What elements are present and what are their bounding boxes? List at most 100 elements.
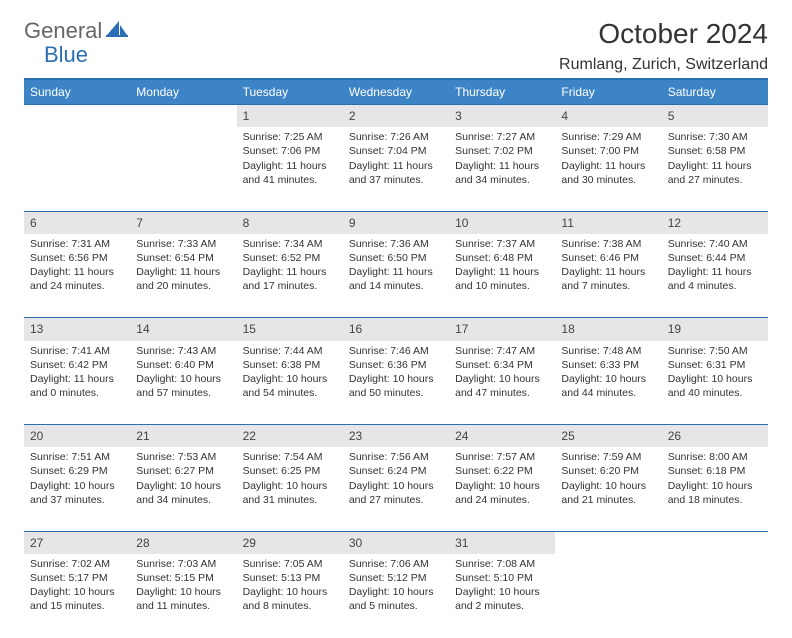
day-content-cell: Sunrise: 7:05 AMSunset: 5:13 PMDaylight:… — [237, 554, 343, 638]
day-content-cell: Sunrise: 7:53 AMSunset: 6:27 PMDaylight:… — [130, 447, 236, 531]
daylight-text: Daylight: 10 hours and 18 minutes. — [668, 479, 762, 507]
day-number-cell: 13 — [24, 318, 130, 341]
weekday-header: Thursday — [449, 80, 555, 105]
day-content-cell — [555, 554, 661, 638]
day-content-cell: Sunrise: 7:41 AMSunset: 6:42 PMDaylight:… — [24, 341, 130, 425]
day-content-cell: Sunrise: 7:50 AMSunset: 6:31 PMDaylight:… — [662, 341, 768, 425]
sunrise-text: Sunrise: 8:00 AM — [668, 450, 762, 464]
sunset-text: Sunset: 6:22 PM — [455, 464, 549, 478]
sunset-text: Sunset: 6:50 PM — [349, 251, 443, 265]
sunset-text: Sunset: 6:58 PM — [668, 144, 762, 158]
sunset-text: Sunset: 5:13 PM — [243, 571, 337, 585]
daylight-text: Daylight: 10 hours and 27 minutes. — [349, 479, 443, 507]
day-number-cell: 26 — [662, 425, 768, 448]
sunrise-text: Sunrise: 7:47 AM — [455, 344, 549, 358]
sunrise-text: Sunrise: 7:38 AM — [561, 237, 655, 251]
daylight-text: Daylight: 10 hours and 34 minutes. — [136, 479, 230, 507]
day-content-cell: Sunrise: 8:00 AMSunset: 6:18 PMDaylight:… — [662, 447, 768, 531]
day-number-cell: 2 — [343, 105, 449, 128]
daylight-text: Daylight: 11 hours and 4 minutes. — [668, 265, 762, 293]
daylight-text: Daylight: 10 hours and 31 minutes. — [243, 479, 337, 507]
day-number-cell: 28 — [130, 531, 236, 554]
sunrise-text: Sunrise: 7:34 AM — [243, 237, 337, 251]
day-number-cell: 8 — [237, 211, 343, 234]
day-content-cell: Sunrise: 7:26 AMSunset: 7:04 PMDaylight:… — [343, 127, 449, 211]
daylight-text: Daylight: 11 hours and 27 minutes. — [668, 159, 762, 187]
day-content-cell: Sunrise: 7:46 AMSunset: 6:36 PMDaylight:… — [343, 341, 449, 425]
daylight-text: Daylight: 11 hours and 37 minutes. — [349, 159, 443, 187]
sunset-text: Sunset: 6:33 PM — [561, 358, 655, 372]
sunrise-text: Sunrise: 7:56 AM — [349, 450, 443, 464]
day-content-cell — [24, 127, 130, 211]
sunset-text: Sunset: 6:46 PM — [561, 251, 655, 265]
sunset-text: Sunset: 6:24 PM — [349, 464, 443, 478]
day-number-cell — [555, 531, 661, 554]
sunset-text: Sunset: 6:34 PM — [455, 358, 549, 372]
sunrise-text: Sunrise: 7:41 AM — [30, 344, 124, 358]
day-content-cell: Sunrise: 7:03 AMSunset: 5:15 PMDaylight:… — [130, 554, 236, 638]
day-content-cell — [130, 127, 236, 211]
daylight-text: Daylight: 10 hours and 57 minutes. — [136, 372, 230, 400]
sunset-text: Sunset: 6:44 PM — [668, 251, 762, 265]
daylight-text: Daylight: 11 hours and 30 minutes. — [561, 159, 655, 187]
sunset-text: Sunset: 6:27 PM — [136, 464, 230, 478]
sunrise-text: Sunrise: 7:27 AM — [455, 130, 549, 144]
day-content-cell — [662, 554, 768, 638]
daylight-text: Daylight: 11 hours and 17 minutes. — [243, 265, 337, 293]
day-number-cell: 24 — [449, 425, 555, 448]
day-number-cell: 19 — [662, 318, 768, 341]
day-number-row: 2728293031 — [24, 531, 768, 554]
day-content-cell: Sunrise: 7:27 AMSunset: 7:02 PMDaylight:… — [449, 127, 555, 211]
day-content-cell: Sunrise: 7:25 AMSunset: 7:06 PMDaylight:… — [237, 127, 343, 211]
day-content-cell: Sunrise: 7:36 AMSunset: 6:50 PMDaylight:… — [343, 234, 449, 318]
sunrise-text: Sunrise: 7:51 AM — [30, 450, 124, 464]
daylight-text: Daylight: 10 hours and 47 minutes. — [455, 372, 549, 400]
day-number-cell: 22 — [237, 425, 343, 448]
weekday-header: Tuesday — [237, 80, 343, 105]
sunset-text: Sunset: 6:36 PM — [349, 358, 443, 372]
day-content-cell: Sunrise: 7:29 AMSunset: 7:00 PMDaylight:… — [555, 127, 661, 211]
weekday-header: Monday — [130, 80, 236, 105]
sunset-text: Sunset: 7:00 PM — [561, 144, 655, 158]
day-number-cell — [24, 105, 130, 128]
day-content-cell: Sunrise: 7:02 AMSunset: 5:17 PMDaylight:… — [24, 554, 130, 638]
day-content-row: Sunrise: 7:31 AMSunset: 6:56 PMDaylight:… — [24, 234, 768, 318]
sunrise-text: Sunrise: 7:53 AM — [136, 450, 230, 464]
calendar-table: SundayMondayTuesdayWednesdayThursdayFrid… — [24, 80, 768, 638]
daylight-text: Daylight: 11 hours and 34 minutes. — [455, 159, 549, 187]
day-content-cell: Sunrise: 7:31 AMSunset: 6:56 PMDaylight:… — [24, 234, 130, 318]
day-number-cell: 6 — [24, 211, 130, 234]
day-content-cell: Sunrise: 7:44 AMSunset: 6:38 PMDaylight:… — [237, 341, 343, 425]
day-content-cell: Sunrise: 7:51 AMSunset: 6:29 PMDaylight:… — [24, 447, 130, 531]
sunrise-text: Sunrise: 7:06 AM — [349, 557, 443, 571]
daylight-text: Daylight: 10 hours and 15 minutes. — [30, 585, 124, 613]
day-content-cell: Sunrise: 7:30 AMSunset: 6:58 PMDaylight:… — [662, 127, 768, 211]
day-number-cell: 3 — [449, 105, 555, 128]
sunset-text: Sunset: 6:18 PM — [668, 464, 762, 478]
day-number-cell: 1 — [237, 105, 343, 128]
day-number-cell: 21 — [130, 425, 236, 448]
sunrise-text: Sunrise: 7:59 AM — [561, 450, 655, 464]
daylight-text: Daylight: 10 hours and 54 minutes. — [243, 372, 337, 400]
day-content-cell: Sunrise: 7:08 AMSunset: 5:10 PMDaylight:… — [449, 554, 555, 638]
sunrise-text: Sunrise: 7:26 AM — [349, 130, 443, 144]
daylight-text: Daylight: 10 hours and 2 minutes. — [455, 585, 549, 613]
sunset-text: Sunset: 7:04 PM — [349, 144, 443, 158]
day-number-cell: 4 — [555, 105, 661, 128]
logo-text-general: General — [24, 18, 102, 44]
sunrise-text: Sunrise: 7:02 AM — [30, 557, 124, 571]
sunset-text: Sunset: 6:31 PM — [668, 358, 762, 372]
brand-logo: General — [24, 18, 130, 44]
day-content-cell: Sunrise: 7:33 AMSunset: 6:54 PMDaylight:… — [130, 234, 236, 318]
day-content-cell: Sunrise: 7:54 AMSunset: 6:25 PMDaylight:… — [237, 447, 343, 531]
day-number-cell: 12 — [662, 211, 768, 234]
sunset-text: Sunset: 5:12 PM — [349, 571, 443, 585]
day-number-cell: 23 — [343, 425, 449, 448]
day-content-cell: Sunrise: 7:37 AMSunset: 6:48 PMDaylight:… — [449, 234, 555, 318]
sunset-text: Sunset: 6:48 PM — [455, 251, 549, 265]
sunset-text: Sunset: 6:20 PM — [561, 464, 655, 478]
daylight-text: Daylight: 10 hours and 8 minutes. — [243, 585, 337, 613]
day-number-cell: 10 — [449, 211, 555, 234]
sunset-text: Sunset: 7:02 PM — [455, 144, 549, 158]
day-number-cell: 20 — [24, 425, 130, 448]
